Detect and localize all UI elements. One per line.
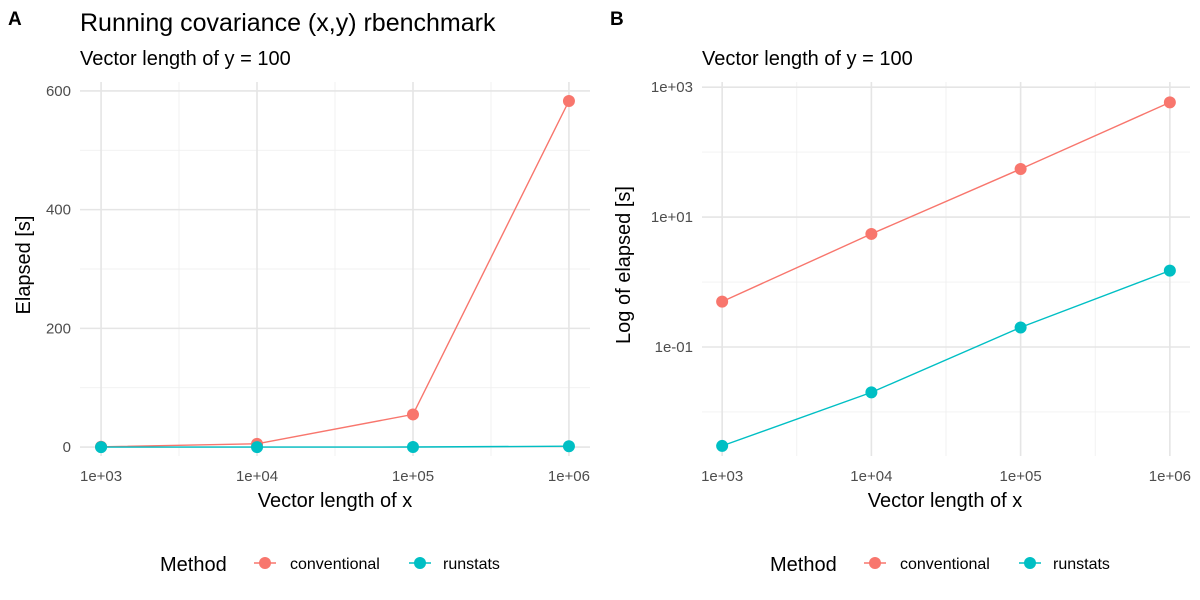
panel-b-legend-key-conventional	[864, 557, 886, 569]
panel-a-plot: 1e+03 1e+04 1e+05 1e+06 0 200 400 600	[46, 82, 590, 485]
panel-a-point-runstats	[562, 440, 575, 453]
panel-a-tag: A	[8, 9, 22, 30]
panel-a-legend-label-runstats: runstats	[443, 556, 500, 573]
panel-a-series-line-conventional	[101, 100, 570, 448]
panel-b-subtitle: Vector length of y = 100	[702, 48, 913, 70]
panel-b-legend-dot-runstats	[1024, 557, 1036, 569]
panel-a-legend-title: Method	[160, 554, 227, 576]
panel-b-point-conventional	[716, 295, 729, 308]
panel-b-x-tick-label: 1e+03	[701, 468, 743, 485]
panel-a-x-tick-label: 1e+04	[236, 468, 278, 485]
panel-b-y-axis-title: Log of elapsed [s]	[613, 186, 635, 344]
panel-b-y-tick-label: 1e+01	[651, 209, 693, 226]
panel-b-point-conventional	[865, 227, 878, 240]
panel-b-point-runstats	[1163, 264, 1176, 277]
panel-b-point-conventional	[1014, 162, 1027, 175]
panel-a-point-conventional	[406, 408, 419, 421]
panel-b-series-line-conventional	[721, 101, 1171, 303]
panel-a-legend-key-runstats	[409, 557, 431, 569]
panel-b-legend: Method conventional runstats	[770, 554, 1110, 576]
panel-b-y-tick-label: 1e-01	[655, 339, 693, 356]
panel-a-legend: Method conventional runstats	[160, 554, 500, 576]
panel-b-x-tick-label: 1e+04	[850, 468, 892, 485]
panel-b-point-runstats	[865, 386, 878, 399]
panel-a-title: Running covariance (x,y) rbenchmark	[80, 9, 496, 37]
panel-b-plot: 1e+03 1e+04 1e+05 1e+06 1e-01 1e+01 1e+03	[651, 79, 1191, 485]
panel-a-x-axis-title: Vector length of x	[258, 490, 413, 512]
panel-a-y-tick-label: 0	[63, 439, 71, 456]
panel-b-point-conventional	[1163, 96, 1176, 109]
panel-a-legend-label-conventional: conventional	[290, 556, 380, 573]
panel-b-point-runstats	[716, 439, 729, 452]
panel-a-point-conventional	[562, 94, 575, 107]
panel-b-legend-label-conventional: conventional	[900, 556, 990, 573]
panel-b-tag: B	[610, 9, 624, 30]
panel-a-x-tick-label: 1e+05	[392, 468, 434, 485]
panel-a-y-tick-label: 200	[46, 320, 71, 337]
panel-a-legend-dot-runstats	[414, 557, 426, 569]
panel-a-y-tick-label: 400	[46, 202, 71, 219]
panel-a-x-tick-label: 1e+06	[548, 468, 590, 485]
panel-b-legend-label-runstats: runstats	[1053, 556, 1110, 573]
panel-a-y-axis-title: Elapsed [s]	[13, 216, 35, 315]
panel-a-subtitle: Vector length of y = 100	[80, 48, 291, 70]
panel-b-legend-title: Method	[770, 554, 837, 576]
panel-a-series-line-runstats	[101, 445, 569, 448]
panel-b-series-line-runstats	[721, 269, 1171, 447]
panel-a-legend-key-conventional	[254, 557, 276, 569]
panel-a-point-runstats	[406, 440, 419, 453]
panel-a-legend-dot-conventional	[259, 557, 271, 569]
panel-a-point-runstats	[251, 441, 264, 454]
panel-b-x-axis-title: Vector length of x	[868, 490, 1023, 512]
panel-a-point-runstats	[95, 441, 108, 454]
panel-a-x-tick-label: 1e+03	[80, 468, 122, 485]
panel-b-point-runstats	[1014, 321, 1027, 334]
panel-b-y-tick-label: 1e+03	[651, 79, 693, 96]
panel-a-y-tick-label: 600	[46, 83, 71, 100]
panel-b-x-tick-label: 1e+05	[1000, 468, 1042, 485]
panel-b-x-tick-label: 1e+06	[1149, 468, 1191, 485]
panel-b-legend-key-runstats	[1019, 557, 1041, 569]
panel-b-legend-dot-conventional	[869, 557, 881, 569]
